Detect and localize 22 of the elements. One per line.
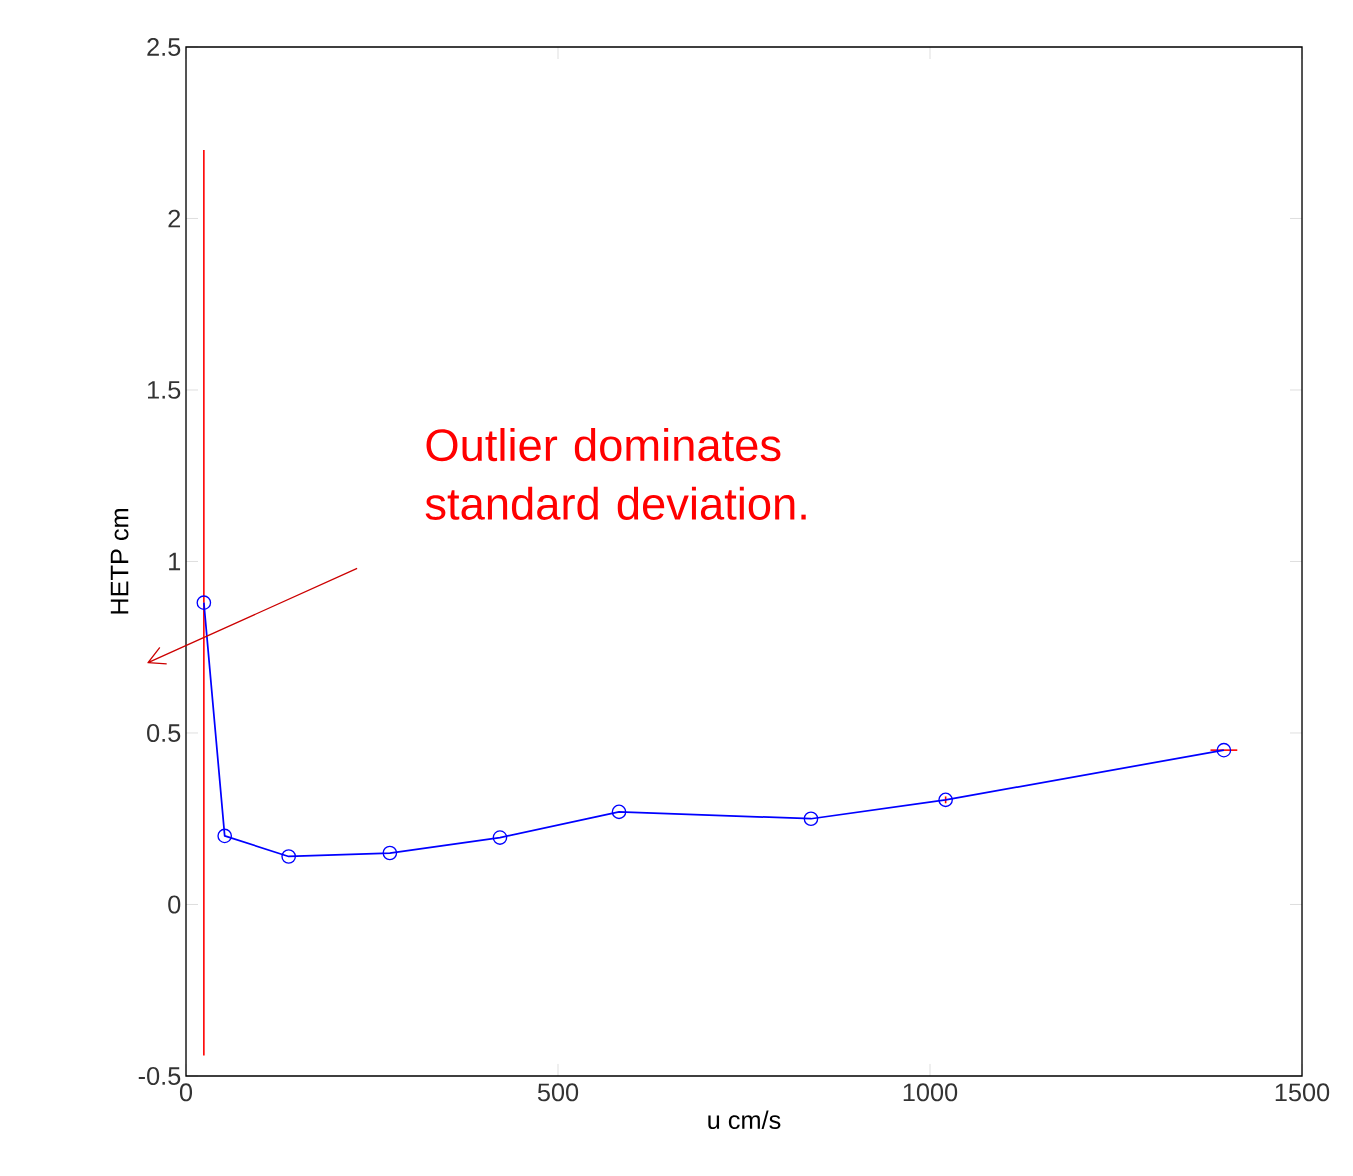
- x-tick-label: 1500: [1275, 1083, 1330, 1102]
- x-tick-label: 1000: [903, 1083, 958, 1102]
- y-tick-label: 0.5: [147, 724, 181, 742]
- point: [281, 849, 297, 864]
- point: [611, 804, 627, 820]
- x-axis-title: u cm/s: [708, 1110, 781, 1130]
- point: [217, 828, 233, 844]
- x-tick-label: 500: [537, 1083, 579, 1102]
- y-tick-label: -0.5: [138, 1067, 181, 1085]
- y-tick-label: 2: [168, 209, 181, 228]
- point: [492, 830, 508, 845]
- point: [938, 792, 953, 808]
- y-tick-label: 0: [168, 895, 181, 914]
- point: [803, 811, 819, 827]
- y-tick-label: 1.5: [148, 381, 181, 399]
- y-axis-title: HETP cm: [110, 508, 129, 614]
- y-tick-label: 2.5: [147, 38, 181, 56]
- annotation: Outlier dominates standard deviation.: [425, 427, 806, 520]
- y-tick-label: 1: [169, 552, 181, 571]
- point: [382, 845, 398, 861]
- point: [196, 595, 212, 610]
- point: [1216, 742, 1232, 758]
